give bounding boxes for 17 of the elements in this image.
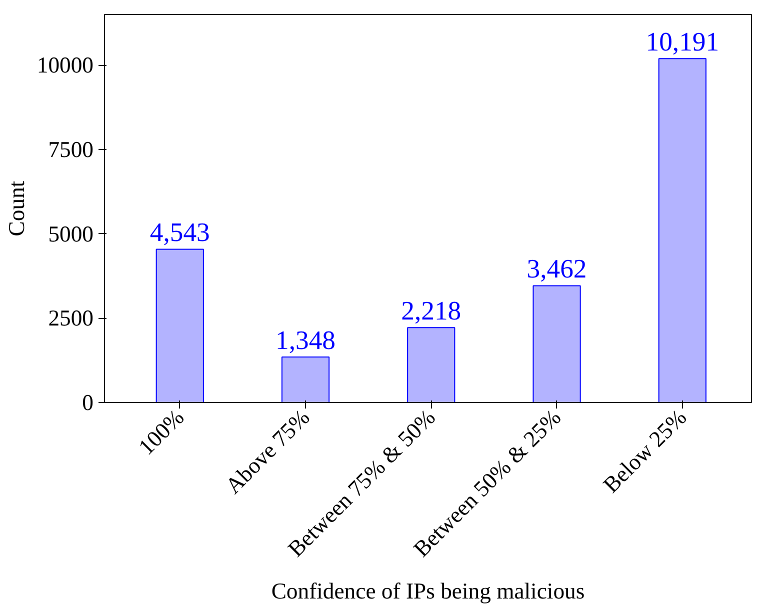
y-tick-label: 2500 (48, 306, 94, 331)
y-tick-label: 5000 (48, 221, 94, 246)
data-label: 1,348 (276, 325, 336, 356)
y-tick-label: 7500 (48, 136, 94, 162)
bar (658, 58, 706, 402)
bar (156, 248, 204, 402)
bar (281, 356, 330, 402)
data-label: 3,462 (526, 254, 587, 284)
y-tick-label: 0 (82, 390, 94, 415)
x-axis-title: Confidence of IPs being malicious (271, 578, 585, 604)
data-label: 4,543 (150, 217, 210, 248)
y-tick-label: 10000 (36, 52, 94, 78)
data-label: 10,191 (646, 26, 720, 57)
bar (532, 285, 581, 402)
y-axis-title: Count (4, 180, 29, 236)
data-label: 2,218 (401, 296, 462, 326)
bar (407, 327, 456, 402)
